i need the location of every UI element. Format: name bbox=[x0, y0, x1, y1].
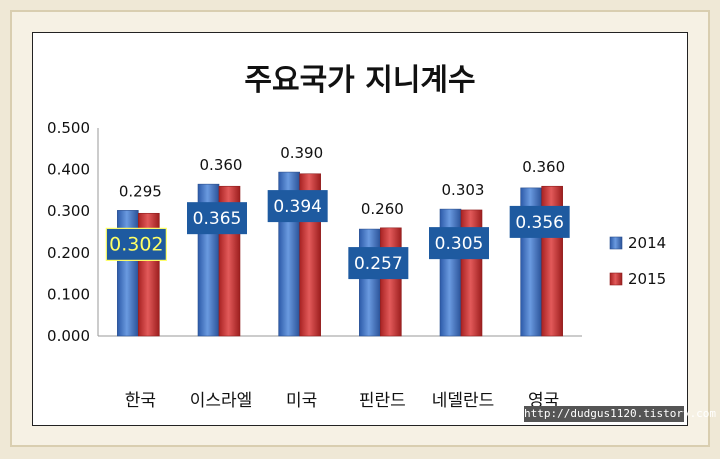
y-tick-label: 0.500 bbox=[47, 119, 90, 137]
data-label-2014: 0.302 bbox=[109, 233, 163, 255]
y-tick-label: 0.200 bbox=[47, 244, 90, 262]
watermark: http://dudgus1120.tistory.com bbox=[524, 406, 717, 422]
data-label-2014: 0.257 bbox=[354, 254, 403, 274]
data-label-2015: 0.303 bbox=[442, 181, 485, 199]
data-label-2015: 0.260 bbox=[361, 200, 404, 218]
x-category-label: 미국 bbox=[286, 391, 317, 411]
bar-2015-3 bbox=[380, 227, 402, 337]
y-tick-label: 0.100 bbox=[47, 285, 90, 303]
x-category-label: 이스라엘 bbox=[190, 391, 253, 411]
data-label-2014-box bbox=[187, 202, 247, 235]
bar-2014-3 bbox=[359, 228, 381, 337]
x-category-label: 한국 bbox=[125, 391, 156, 411]
data-label-2014-box bbox=[105, 227, 167, 261]
data-label-2015: 0.360 bbox=[200, 156, 243, 174]
legend-swatch-2014 bbox=[609, 236, 623, 250]
data-label-2015: 0.295 bbox=[119, 182, 162, 200]
data-label-2014-box bbox=[267, 190, 328, 223]
data-label-2014-box bbox=[348, 247, 409, 280]
data-label-2014-box bbox=[429, 227, 489, 260]
data-label-2014-box bbox=[509, 205, 570, 238]
data-label-2014: 0.365 bbox=[193, 209, 242, 229]
data-label-2014: 0.305 bbox=[435, 234, 484, 254]
legend-label: 2014 bbox=[628, 234, 666, 252]
data-label-2015: 0.360 bbox=[522, 158, 565, 176]
y-tick-label: 0.300 bbox=[47, 202, 90, 220]
y-tick-label: 0.400 bbox=[47, 161, 90, 179]
data-label-2015: 0.390 bbox=[280, 144, 323, 162]
chart-title: 주요국가 지니계수 bbox=[244, 63, 475, 98]
x-category-label: 핀란드 bbox=[359, 391, 406, 411]
legend-label: 2015 bbox=[628, 270, 666, 288]
x-category-label: 네델란드 bbox=[432, 391, 495, 411]
data-label-2014: 0.356 bbox=[515, 213, 564, 233]
data-label-2014: 0.394 bbox=[273, 197, 322, 217]
y-tick-label: 0.000 bbox=[47, 327, 90, 345]
legend-swatch-2015 bbox=[609, 272, 623, 286]
